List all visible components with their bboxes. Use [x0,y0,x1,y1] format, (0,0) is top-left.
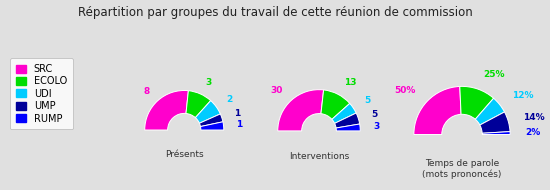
Text: 14%: 14% [523,113,544,122]
Text: Temps de parole
(mots prononcés): Temps de parole (mots prononcés) [422,159,502,179]
Wedge shape [482,132,510,135]
Wedge shape [336,124,360,131]
Text: Interventions: Interventions [289,152,349,161]
Text: Présents: Présents [165,150,204,159]
Text: 8: 8 [143,87,150,96]
Text: 3: 3 [373,122,380,131]
Text: 1: 1 [236,120,243,129]
Text: 5: 5 [364,96,371,105]
Wedge shape [145,90,189,130]
Wedge shape [414,86,461,135]
Text: 1: 1 [234,109,240,118]
Wedge shape [460,86,493,119]
Text: 2: 2 [227,95,233,104]
Text: 50%: 50% [395,86,416,95]
Wedge shape [195,101,221,123]
Text: 13: 13 [344,78,356,87]
Wedge shape [332,103,356,123]
Text: 2%: 2% [525,128,541,137]
Wedge shape [201,122,224,130]
Wedge shape [186,91,211,118]
Wedge shape [475,98,504,125]
Text: 30: 30 [271,86,283,95]
Wedge shape [200,114,223,127]
Wedge shape [278,90,323,131]
Legend: SRC, ECOLO, UDI, UMP, RUMP: SRC, ECOLO, UDI, UMP, RUMP [10,58,73,129]
Text: 5: 5 [371,110,377,119]
Text: Répartition par groupes du travail de cette réunion de commission: Répartition par groupes du travail de ce… [78,6,472,19]
Text: 3: 3 [206,78,212,87]
Text: 25%: 25% [483,70,504,79]
Wedge shape [321,90,350,119]
Text: 12%: 12% [512,90,534,100]
Wedge shape [334,113,360,128]
Wedge shape [480,112,510,133]
